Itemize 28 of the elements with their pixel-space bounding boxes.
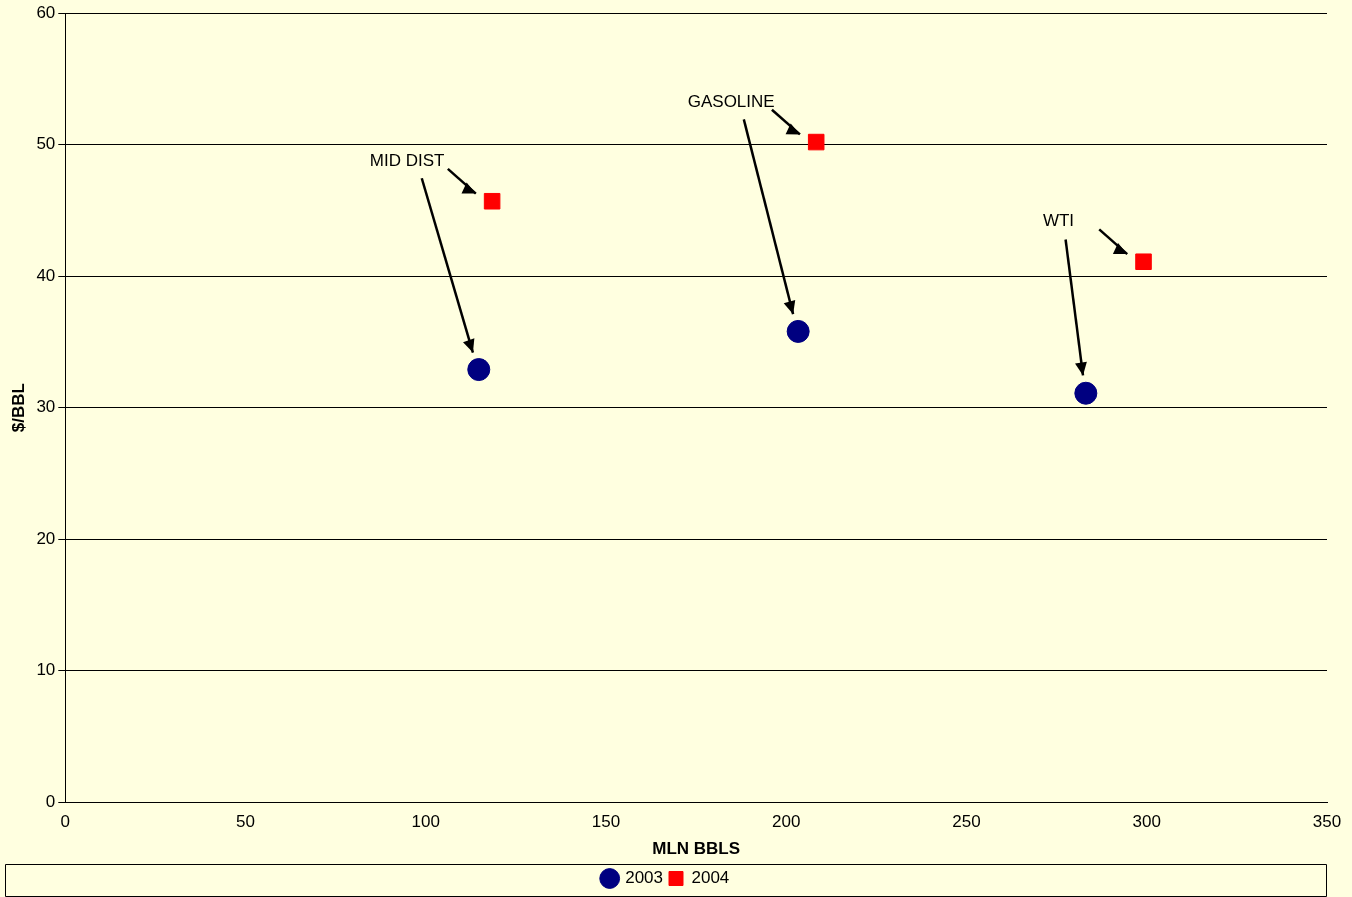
legend-label: 2004 bbox=[691, 868, 730, 888]
point bbox=[1074, 381, 1098, 405]
y-tick-label: 10 bbox=[36, 660, 56, 680]
annotation: GASOLINE bbox=[687, 91, 775, 111]
point bbox=[467, 358, 491, 382]
y-tick-label: 0 bbox=[45, 791, 56, 811]
x-tick-label: 50 bbox=[236, 812, 256, 832]
point bbox=[786, 319, 810, 343]
y-axis-title: $/BBL bbox=[8, 383, 28, 433]
x-tick-label: 150 bbox=[591, 812, 621, 832]
x-tick-label: 0 bbox=[60, 812, 71, 832]
legend-label: 2003 bbox=[625, 868, 664, 888]
x-axis-title: MLN BBLS bbox=[652, 839, 741, 859]
point bbox=[807, 133, 825, 151]
y-tick-label: 30 bbox=[36, 397, 56, 417]
y-tick-label: 40 bbox=[36, 265, 56, 285]
y-tick-label: 50 bbox=[36, 134, 56, 154]
annotation: MID DIST bbox=[369, 150, 445, 170]
x-tick-label: 100 bbox=[411, 812, 440, 832]
x-tick-label: 250 bbox=[952, 812, 981, 832]
point bbox=[483, 192, 501, 210]
x-tick-label: 350 bbox=[1312, 812, 1342, 832]
point bbox=[1135, 253, 1152, 271]
y-tick-label: 60 bbox=[36, 2, 56, 22]
annotation: WTI bbox=[1042, 211, 1075, 231]
y-tick-label: 20 bbox=[36, 528, 56, 548]
x-tick-label: 300 bbox=[1132, 812, 1161, 832]
x-tick-label: 200 bbox=[772, 812, 801, 832]
